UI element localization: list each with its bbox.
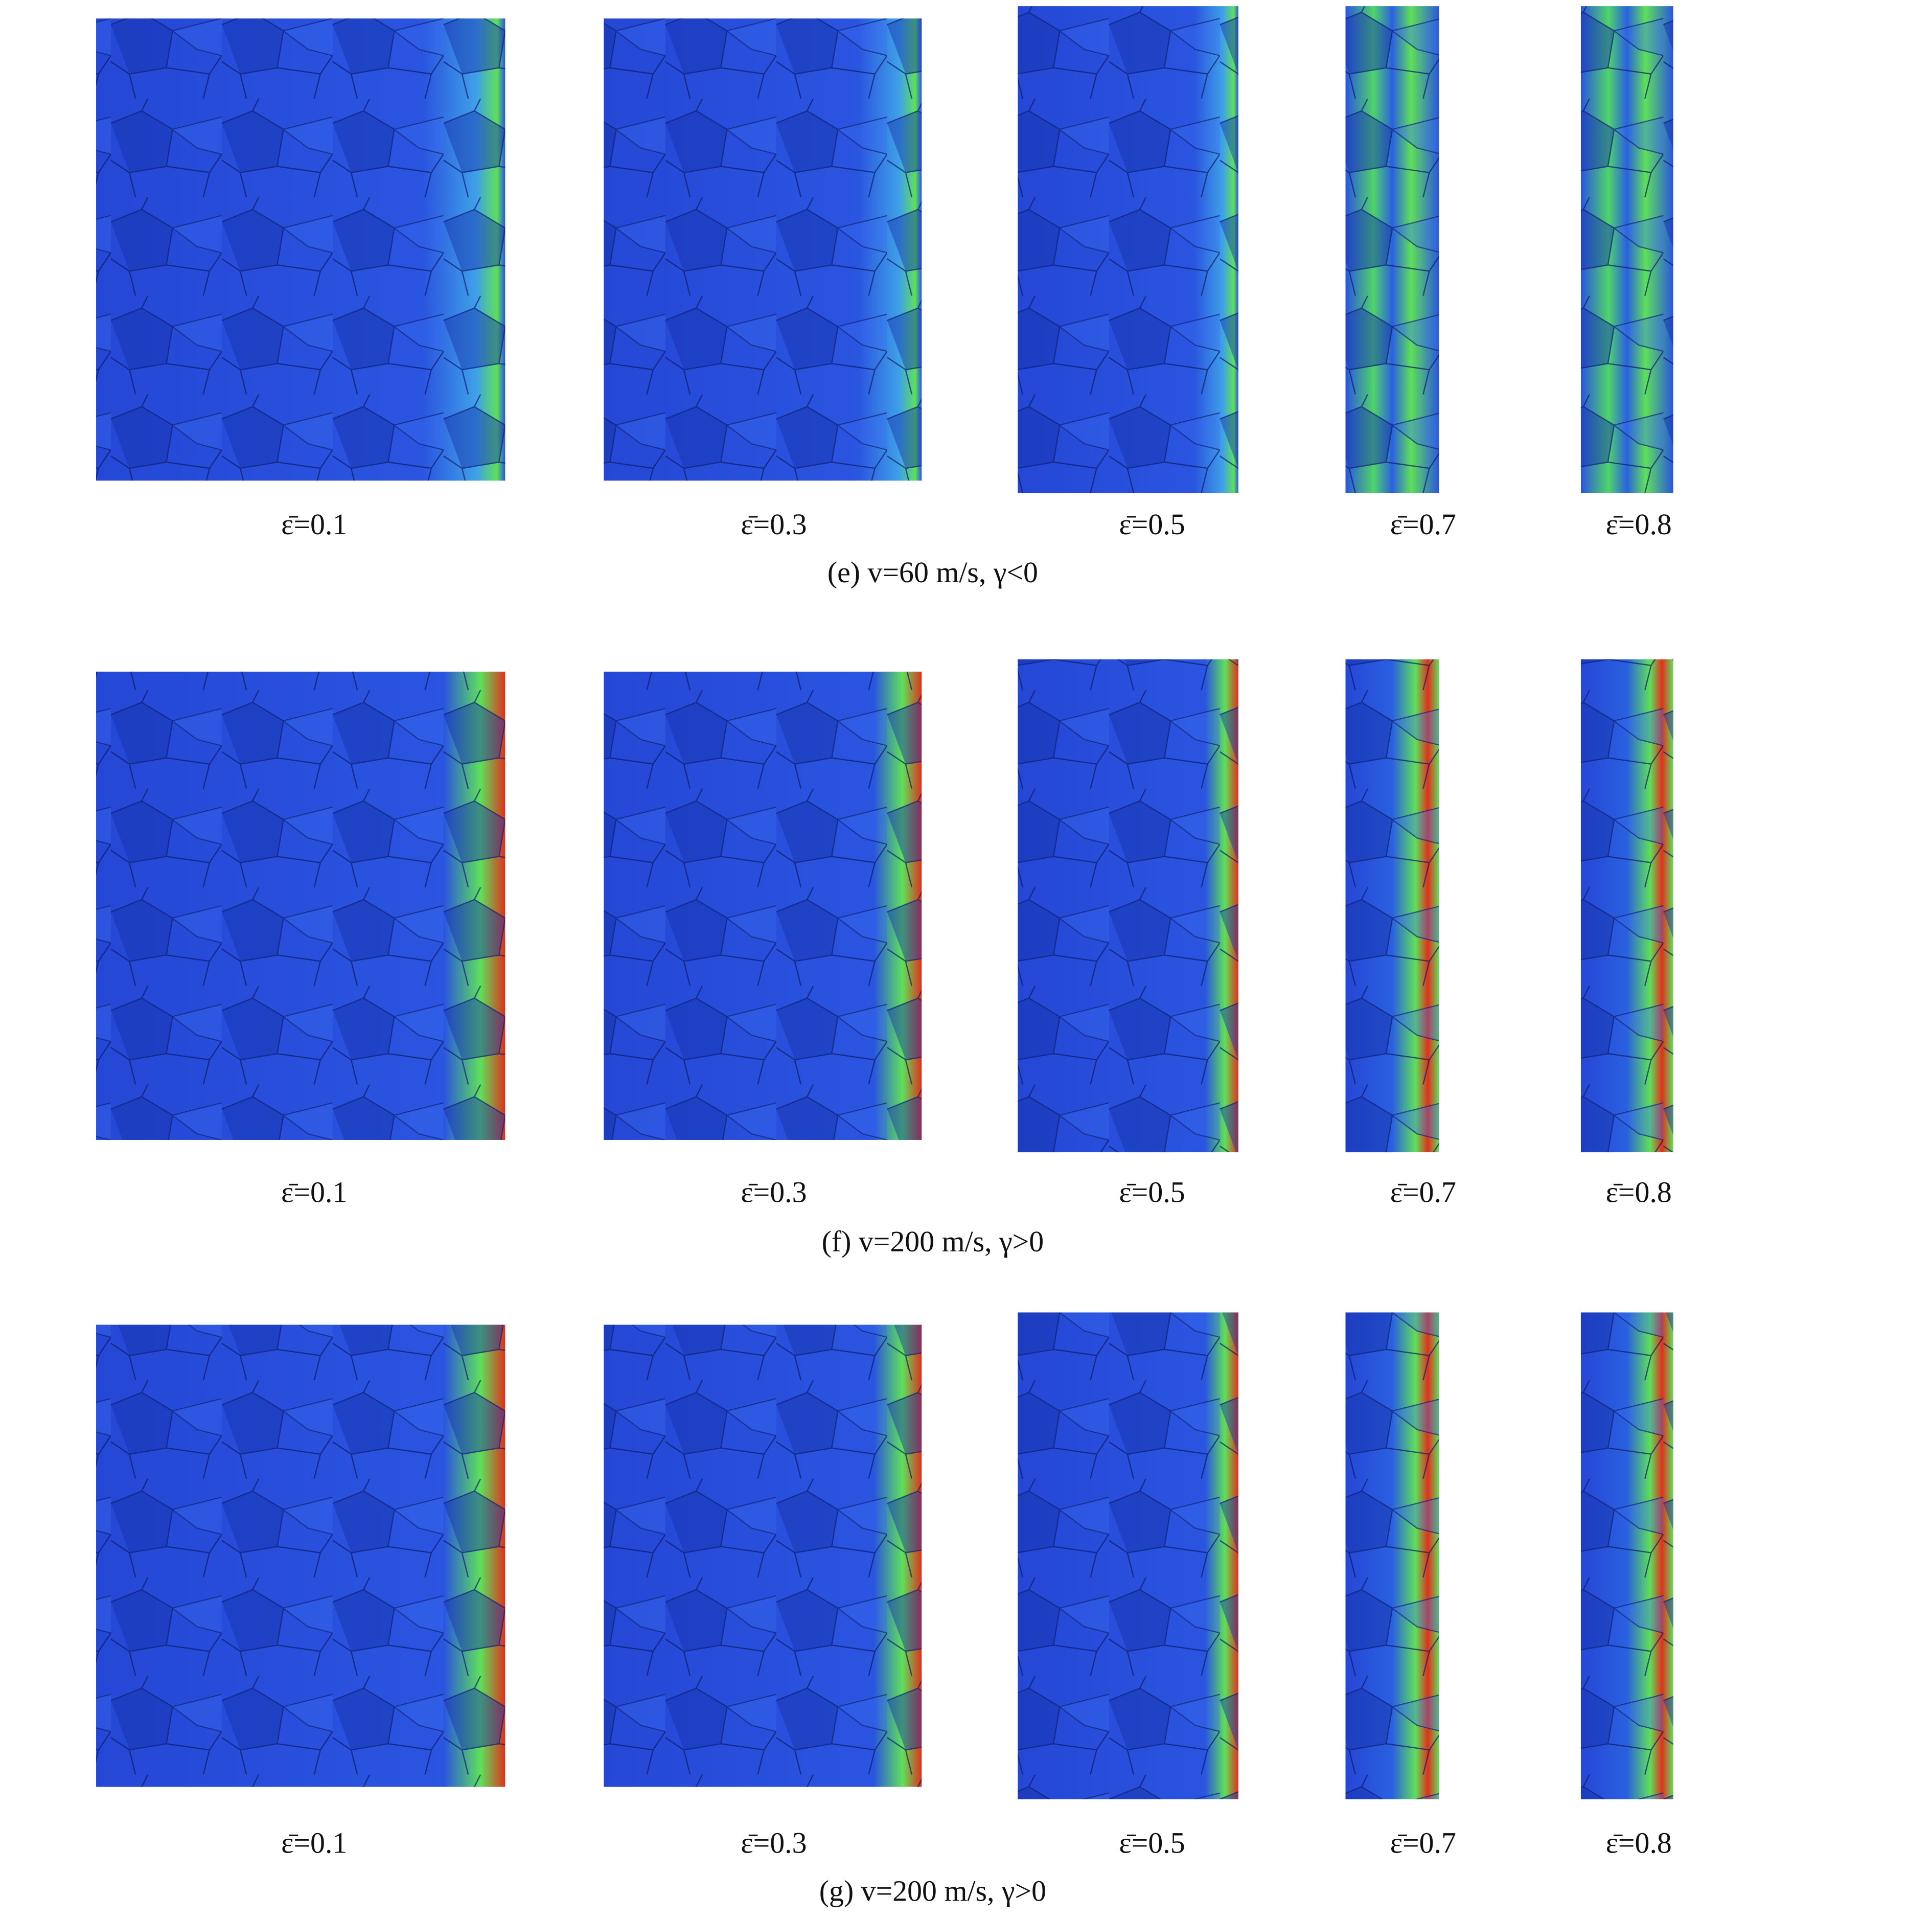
panel-grains (1018, 1312, 1238, 1799)
panel-grains (96, 1324, 505, 1787)
panel-label: ε̄=0.5 (1119, 1826, 1185, 1860)
panel-label: ε̄=0.8 (1606, 1176, 1672, 1209)
panel-label: ε̄=0.5 (1119, 508, 1185, 541)
panel-label: ε̄=0.7 (1390, 508, 1456, 541)
panel-label: ε̄=0.8 (1606, 1826, 1672, 1860)
panel-grains (1345, 6, 1439, 493)
panel-grains (1018, 6, 1238, 493)
panel-grains (1580, 6, 1673, 493)
panel-label: ε̄=0.7 (1390, 1176, 1456, 1209)
panel-label: ε̄=0.1 (281, 508, 347, 541)
panel-grains (1345, 659, 1439, 1153)
panel-grains (604, 671, 922, 1140)
panel-label: ε̄=0.3 (741, 1826, 807, 1860)
panel-label: ε̄=0.3 (741, 1176, 807, 1209)
panel-grains (1018, 659, 1238, 1153)
panel-label: ε̄=0.8 (1606, 508, 1672, 541)
row-caption: (g) v=200 m/s, γ>0 (819, 1875, 1046, 1908)
panel-label: ε̄=0.1 (281, 1826, 347, 1860)
panel-label: ε̄=0.1 (281, 1176, 347, 1209)
panel-grains (1580, 659, 1673, 1153)
row-caption: (f) v=200 m/s, γ>0 (822, 1225, 1044, 1258)
row-caption: (e) v=60 m/s, γ<0 (827, 556, 1038, 589)
panel-grains (1345, 1312, 1439, 1799)
panel-label: ε̄=0.7 (1390, 1826, 1456, 1860)
panel-grains (604, 1324, 922, 1787)
panel-grains (604, 18, 922, 481)
panel-label: ε̄=0.5 (1119, 1176, 1185, 1209)
panel-grains (96, 671, 505, 1140)
panel-grains (96, 18, 505, 481)
panel-label: ε̄=0.3 (741, 508, 807, 541)
panel-grains (1580, 1312, 1673, 1799)
